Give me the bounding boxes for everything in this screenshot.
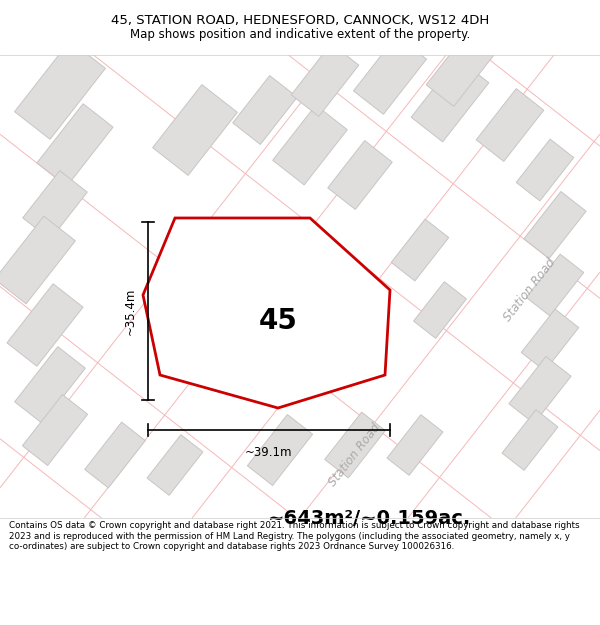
Polygon shape bbox=[391, 219, 449, 281]
Polygon shape bbox=[14, 41, 106, 139]
Polygon shape bbox=[413, 282, 466, 338]
Polygon shape bbox=[147, 435, 203, 495]
Polygon shape bbox=[325, 412, 385, 478]
Polygon shape bbox=[7, 284, 83, 366]
Polygon shape bbox=[328, 141, 392, 209]
Polygon shape bbox=[143, 218, 390, 408]
Polygon shape bbox=[526, 254, 584, 316]
Polygon shape bbox=[247, 414, 313, 486]
Polygon shape bbox=[509, 356, 571, 424]
Text: Map shows position and indicative extent of the property.: Map shows position and indicative extent… bbox=[130, 28, 470, 41]
Polygon shape bbox=[233, 76, 297, 144]
Polygon shape bbox=[502, 410, 558, 470]
Polygon shape bbox=[23, 171, 87, 239]
Polygon shape bbox=[516, 139, 574, 201]
Polygon shape bbox=[387, 415, 443, 475]
Polygon shape bbox=[152, 84, 238, 176]
Polygon shape bbox=[411, 58, 489, 142]
Text: ~643m²/~0.159ac.: ~643m²/~0.159ac. bbox=[268, 509, 472, 528]
Polygon shape bbox=[37, 104, 113, 186]
Text: Station Road: Station Road bbox=[326, 421, 383, 489]
Text: Contains OS data © Crown copyright and database right 2021. This information is : Contains OS data © Crown copyright and d… bbox=[9, 521, 580, 551]
Polygon shape bbox=[426, 34, 494, 106]
Polygon shape bbox=[22, 394, 88, 466]
Polygon shape bbox=[476, 89, 544, 161]
Polygon shape bbox=[85, 422, 145, 488]
Polygon shape bbox=[353, 36, 427, 114]
Text: ~39.1m: ~39.1m bbox=[245, 446, 293, 459]
Polygon shape bbox=[521, 309, 579, 371]
Polygon shape bbox=[524, 191, 586, 259]
Polygon shape bbox=[291, 44, 359, 116]
Text: 45: 45 bbox=[259, 308, 298, 335]
Text: 45, STATION ROAD, HEDNESFORD, CANNOCK, WS12 4DH: 45, STATION ROAD, HEDNESFORD, CANNOCK, W… bbox=[111, 14, 489, 27]
Polygon shape bbox=[272, 105, 347, 185]
Polygon shape bbox=[14, 347, 85, 423]
Text: ~35.4m: ~35.4m bbox=[124, 288, 137, 335]
Text: Station Road: Station Road bbox=[502, 256, 559, 324]
Polygon shape bbox=[0, 216, 76, 304]
